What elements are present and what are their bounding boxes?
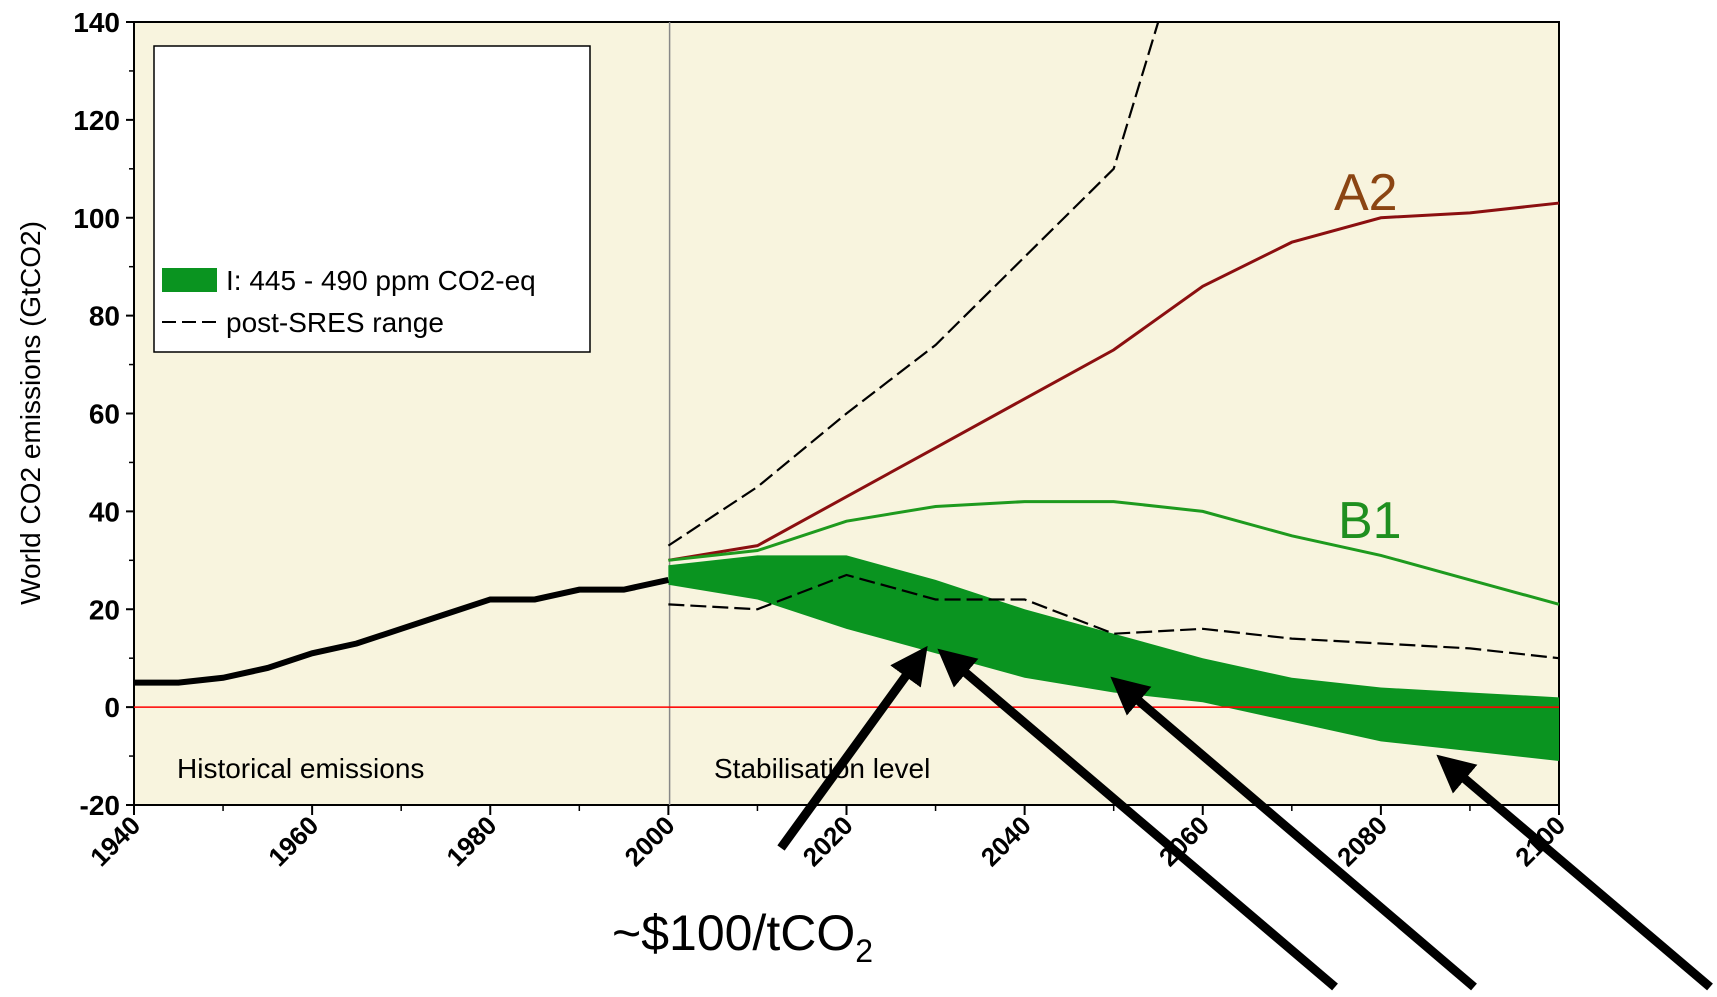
x-tick-label: 1980 <box>440 810 502 872</box>
historical-region-label: Historical emissions <box>177 753 424 784</box>
x-tick-label: 2080 <box>1331 810 1393 872</box>
y-tick-label: 40 <box>89 496 120 527</box>
arrow-price <box>777 645 928 851</box>
arrow-1 <box>937 648 1338 991</box>
arrow-3 <box>1436 754 1713 991</box>
arrow-2 <box>1110 676 1477 991</box>
legend-label-band: I: 445 - 490 ppm CO2-eq <box>226 265 536 296</box>
y-tick-label: 120 <box>73 105 120 136</box>
y-tick-label: 80 <box>89 301 120 332</box>
stabilisation-band <box>668 555 1559 761</box>
line-layer <box>134 21 1560 708</box>
y-axis-label: World CO2 emissions (GtCO2) <box>15 221 46 605</box>
y-axis-ticks: -20 0 20 40 60 80 100 120 140 <box>73 7 134 821</box>
legend-box <box>153 45 591 353</box>
stabilisation-region-label: Stabilisation level <box>714 753 930 784</box>
price-annotation: ~$100/tCO2 <box>612 905 873 969</box>
series-historical-line <box>134 576 670 686</box>
x-tick-label: 2040 <box>975 810 1037 872</box>
series-label-b1: B1 <box>1338 492 1402 550</box>
x-tick-label: 1960 <box>262 810 324 872</box>
series-a2-line <box>668 201 1560 562</box>
series-label-a2: A2 <box>1334 164 1398 222</box>
y-tick-label: 100 <box>73 203 120 234</box>
x-axis-ticks: 194019601980200020202040206020802100 <box>84 805 1571 872</box>
y-tick-label: 60 <box>89 399 120 430</box>
legend: I: 445 - 490 ppm CO2-eq post-SRES range <box>153 45 591 353</box>
y-tick-label: 140 <box>73 7 120 38</box>
legend-swatch-band <box>162 268 217 292</box>
y-tick-label: -20 <box>80 790 120 821</box>
series-post-sres-line <box>667 21 1160 547</box>
series-b1-line <box>668 500 1560 606</box>
series-post-sres-line <box>668 573 1560 660</box>
x-tick-label: 2000 <box>619 810 681 872</box>
y-tick-label: 20 <box>89 594 120 625</box>
legend-label-dashed: post-SRES range <box>226 307 444 338</box>
y-tick-label: 0 <box>104 692 120 723</box>
